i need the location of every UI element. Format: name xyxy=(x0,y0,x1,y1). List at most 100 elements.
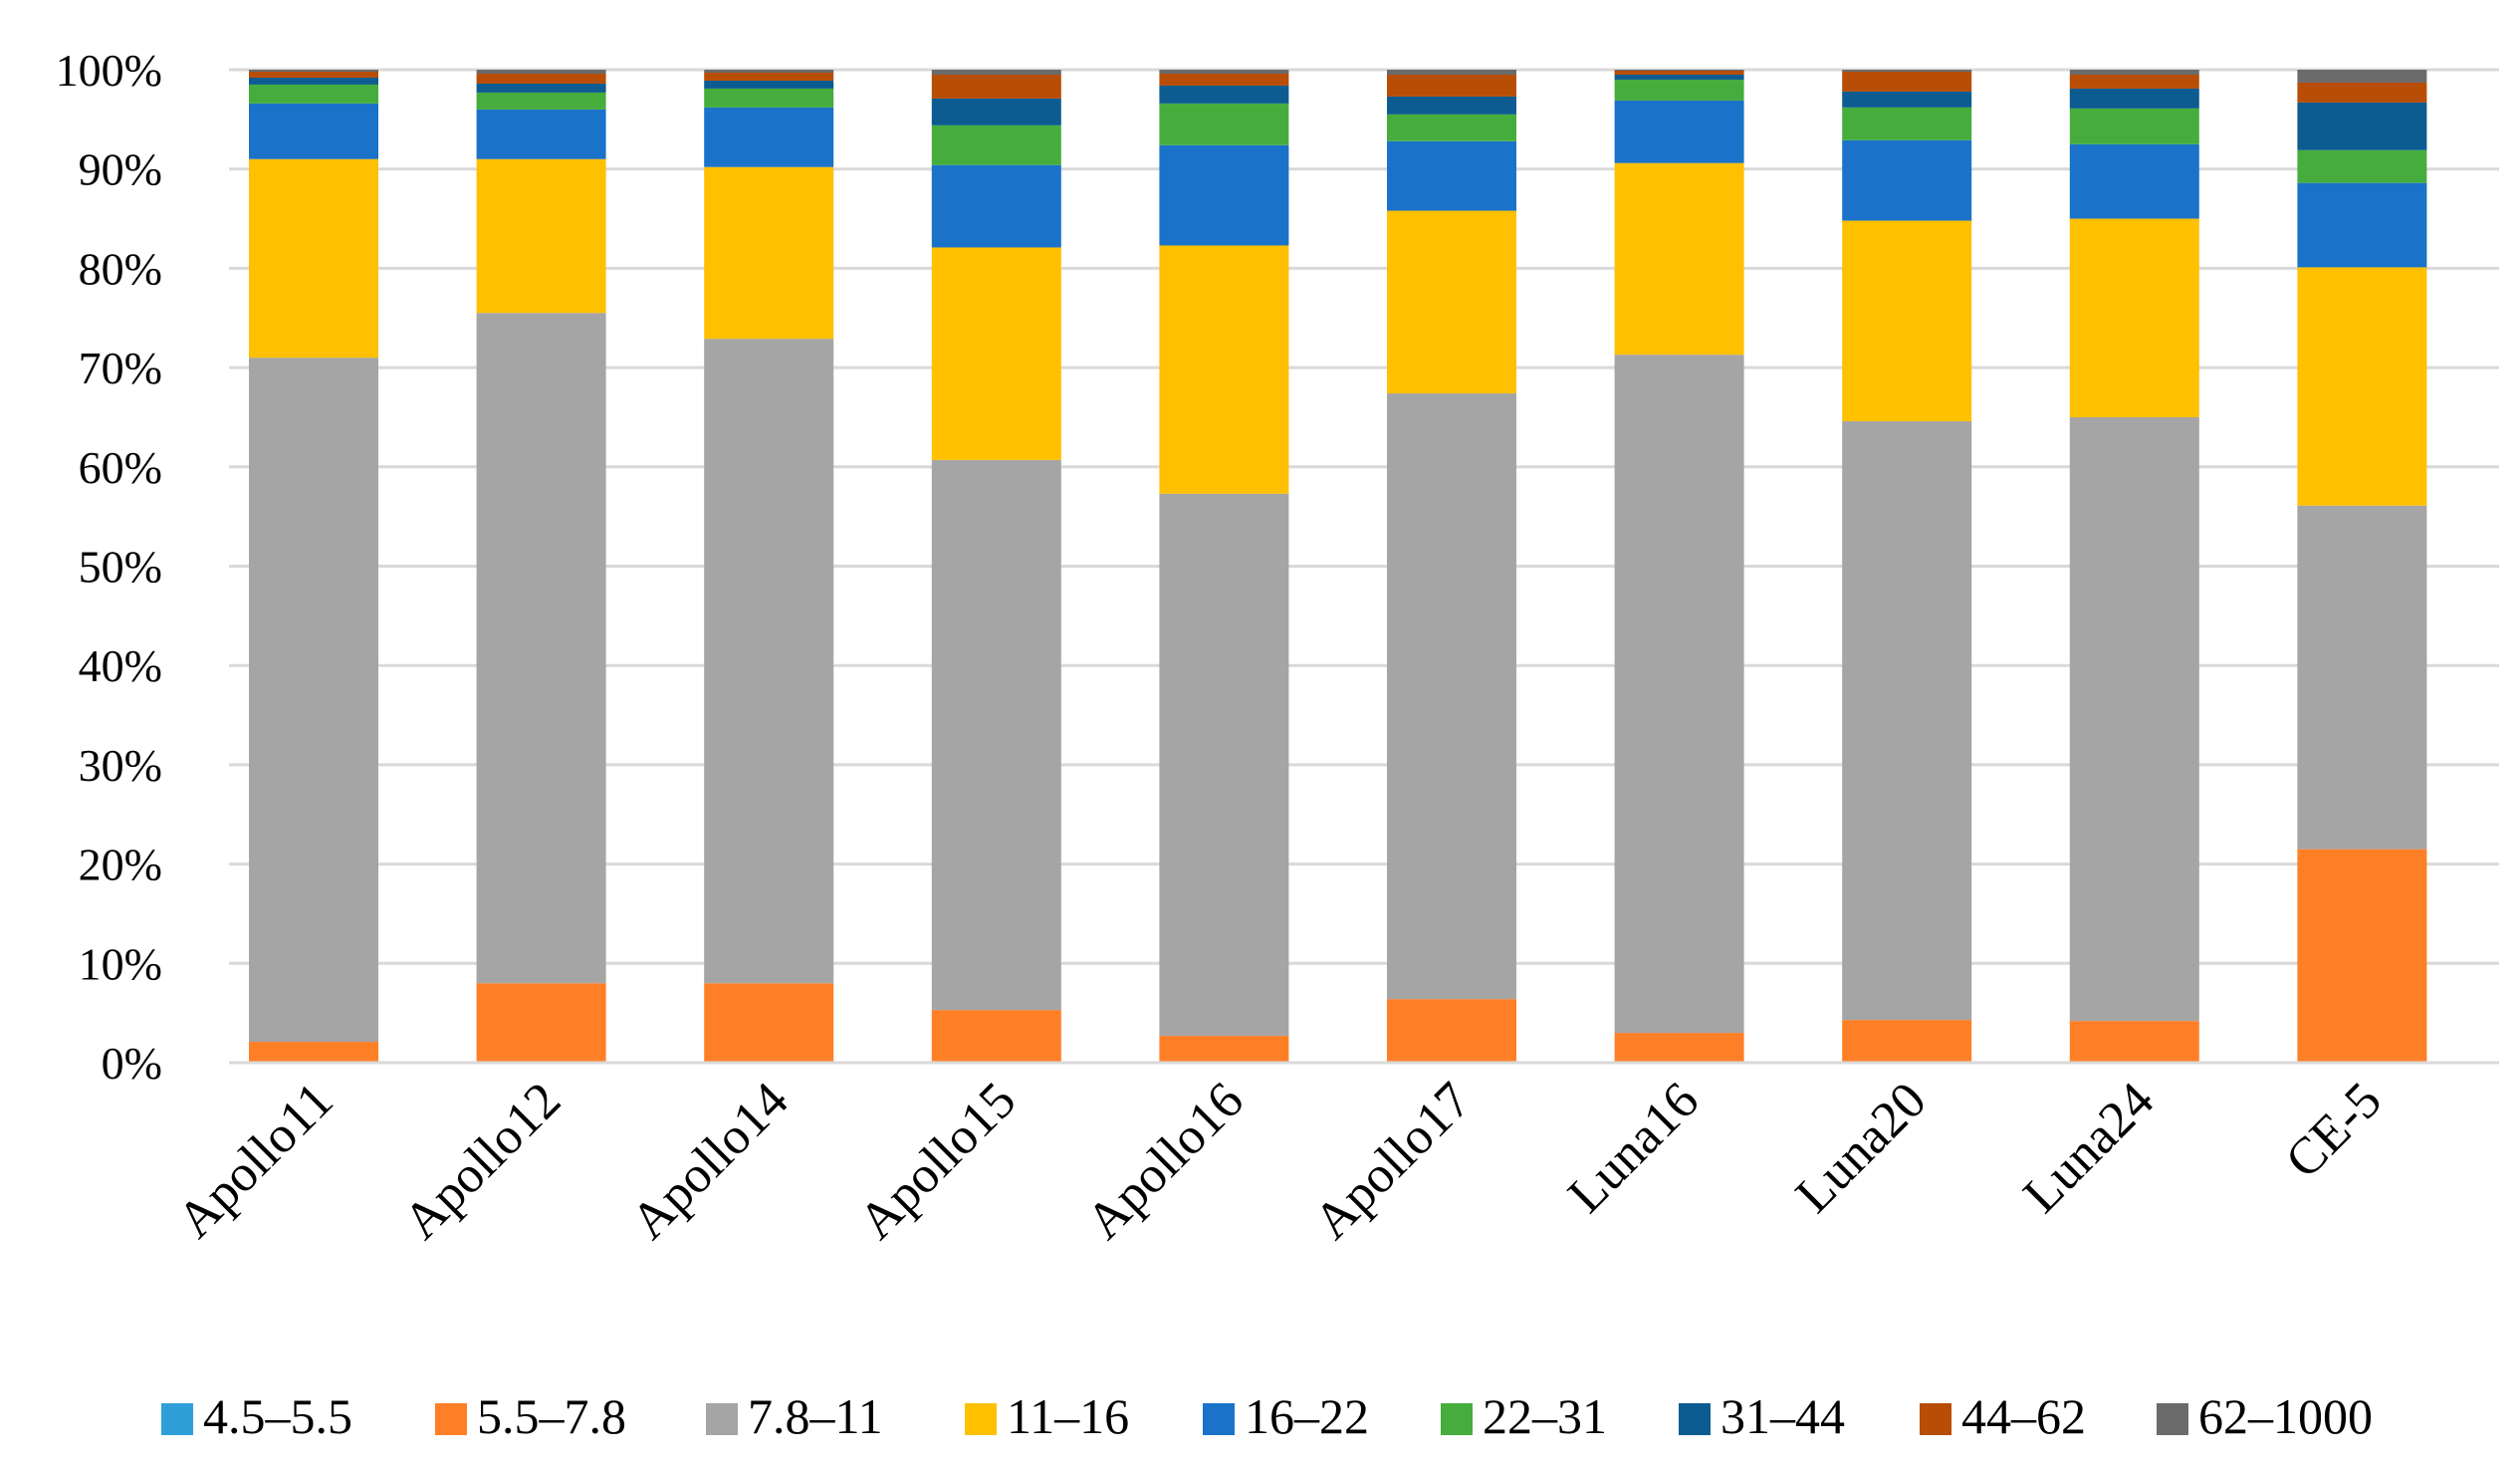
x-axis-category-labels: Apollo11 Apollo12 Apollo14 Apollo15 Apollo16… xyxy=(167,1072,2393,1250)
legend-label: 22–31 xyxy=(1483,1388,1607,1444)
bar-segment xyxy=(2297,505,2427,850)
y-tick-label: 70% xyxy=(79,343,162,393)
legend-swatch xyxy=(965,1403,997,1435)
bar-stack xyxy=(1159,70,1289,1063)
bar-segment xyxy=(249,77,378,85)
bar-segment xyxy=(704,166,834,340)
bar-stack xyxy=(2297,70,2427,1063)
x-category-label: Apollo12 xyxy=(393,1072,572,1250)
legend-item: 11–16 xyxy=(965,1388,1129,1444)
bar-stack xyxy=(931,70,1061,1063)
legend-label: 44–62 xyxy=(1961,1388,2086,1444)
legend-label: 4.5–5.5 xyxy=(203,1388,352,1444)
bar-segment xyxy=(704,72,834,81)
legend-label: 62–1000 xyxy=(2198,1388,2373,1444)
bar-segment xyxy=(2069,1021,2199,1063)
bar-segment xyxy=(2069,218,2199,417)
legend-item: 7.8–11 xyxy=(706,1388,883,1444)
bar-segment xyxy=(1842,91,1972,108)
bar-stack xyxy=(2069,70,2199,1063)
bar-segment xyxy=(1387,74,1516,97)
bar-segment xyxy=(1614,70,1744,71)
bar-segment xyxy=(1159,245,1289,494)
x-category-label: Luna24 xyxy=(2013,1072,2166,1224)
x-category-label: CE-5 xyxy=(2275,1072,2393,1189)
legend-item: 4.5–5.5 xyxy=(161,1388,352,1444)
legend-label: 16–22 xyxy=(1245,1388,1369,1444)
bar-segment xyxy=(704,80,834,89)
legend-label: 31–44 xyxy=(1720,1388,1845,1444)
bar-segment xyxy=(1387,393,1516,1000)
legend-item: 5.5–7.8 xyxy=(435,1388,626,1444)
bar-segment xyxy=(1614,100,1744,163)
bar-segment xyxy=(704,107,834,167)
x-category-label: Apollo17 xyxy=(1303,1072,1482,1250)
bar-segment xyxy=(2297,849,2427,1063)
bar-segment xyxy=(1614,74,1744,80)
y-tick-label: 0% xyxy=(102,1038,162,1089)
bar-segment xyxy=(931,74,1061,99)
bar-segment xyxy=(2069,70,2199,75)
x-category-label: Luna16 xyxy=(1557,1072,1710,1224)
bar-segment xyxy=(2069,143,2199,219)
y-tick-label: 10% xyxy=(79,938,162,989)
legend-swatch xyxy=(1679,1403,1711,1435)
y-tick-label: 60% xyxy=(79,442,162,493)
y-tick-label: 40% xyxy=(79,640,162,691)
bar-segment xyxy=(1614,79,1744,101)
bar-segment xyxy=(249,71,378,78)
bar-segment xyxy=(476,73,606,84)
bar-stack xyxy=(1387,70,1516,1063)
bar-segment xyxy=(2297,149,2427,183)
bar-segment xyxy=(1842,420,1972,1021)
bar-segment xyxy=(249,358,378,1043)
legend-swatch xyxy=(1920,1403,1951,1435)
bar-segment xyxy=(1842,70,1972,72)
bar-segment xyxy=(2297,70,2427,83)
legend-item: 16–22 xyxy=(1203,1388,1369,1444)
bar-segment xyxy=(1614,1033,1744,1063)
y-tick-label: 50% xyxy=(79,542,162,593)
bar-segment xyxy=(1387,140,1516,211)
x-category-label: Apollo14 xyxy=(620,1072,799,1250)
legend-label: 5.5–7.8 xyxy=(477,1388,626,1444)
bar-segment xyxy=(931,70,1061,75)
legend-swatch xyxy=(1203,1403,1235,1435)
x-category-label: Apollo11 xyxy=(167,1072,344,1249)
y-tick-label: 20% xyxy=(79,840,162,890)
legend: 4.5–5.5 5.5–7.8 7.8–11 11–16 16–22 22–31 31–44… xyxy=(161,1388,2373,1444)
bar-segment xyxy=(2069,416,2199,1022)
bar-segment xyxy=(249,84,378,104)
bar-stack xyxy=(476,70,606,1063)
bar-segment xyxy=(1387,114,1516,141)
legend-item: 62–1000 xyxy=(2157,1388,2373,1444)
bar-segment xyxy=(931,124,1061,165)
bar-segment xyxy=(476,70,606,74)
bar-segment xyxy=(704,983,834,1063)
bar-segment xyxy=(931,247,1061,460)
y-axis-tick-labels: 0% 10% 20% 30% 40% 50% 60% 70% 80% 90% 100% xyxy=(56,45,162,1089)
bar-segment xyxy=(476,983,606,1063)
bar-segment xyxy=(2069,108,2199,144)
bar-segment xyxy=(1159,1036,1289,1063)
bar-segment xyxy=(2297,82,2427,103)
bar-segment xyxy=(476,109,606,159)
bar-stack xyxy=(1614,70,1744,1063)
bar-segment xyxy=(1159,144,1289,246)
y-tick-label: 80% xyxy=(79,243,162,294)
x-category-label: Apollo15 xyxy=(848,1072,1027,1250)
x-category-label: Apollo16 xyxy=(1076,1072,1255,1250)
bar-segment xyxy=(476,313,606,984)
bar-segment xyxy=(249,70,378,72)
bar-stack xyxy=(704,70,834,1063)
legend-swatch xyxy=(161,1403,193,1435)
legend-swatch xyxy=(435,1403,467,1435)
y-tick-label: 30% xyxy=(79,740,162,791)
bar-segment xyxy=(704,88,834,108)
bar-segment xyxy=(1387,999,1516,1063)
bar-segment xyxy=(1842,1020,1972,1063)
bar-segment xyxy=(1614,70,1744,75)
legend-item: 31–44 xyxy=(1679,1388,1845,1444)
bar-segment xyxy=(249,1042,378,1063)
